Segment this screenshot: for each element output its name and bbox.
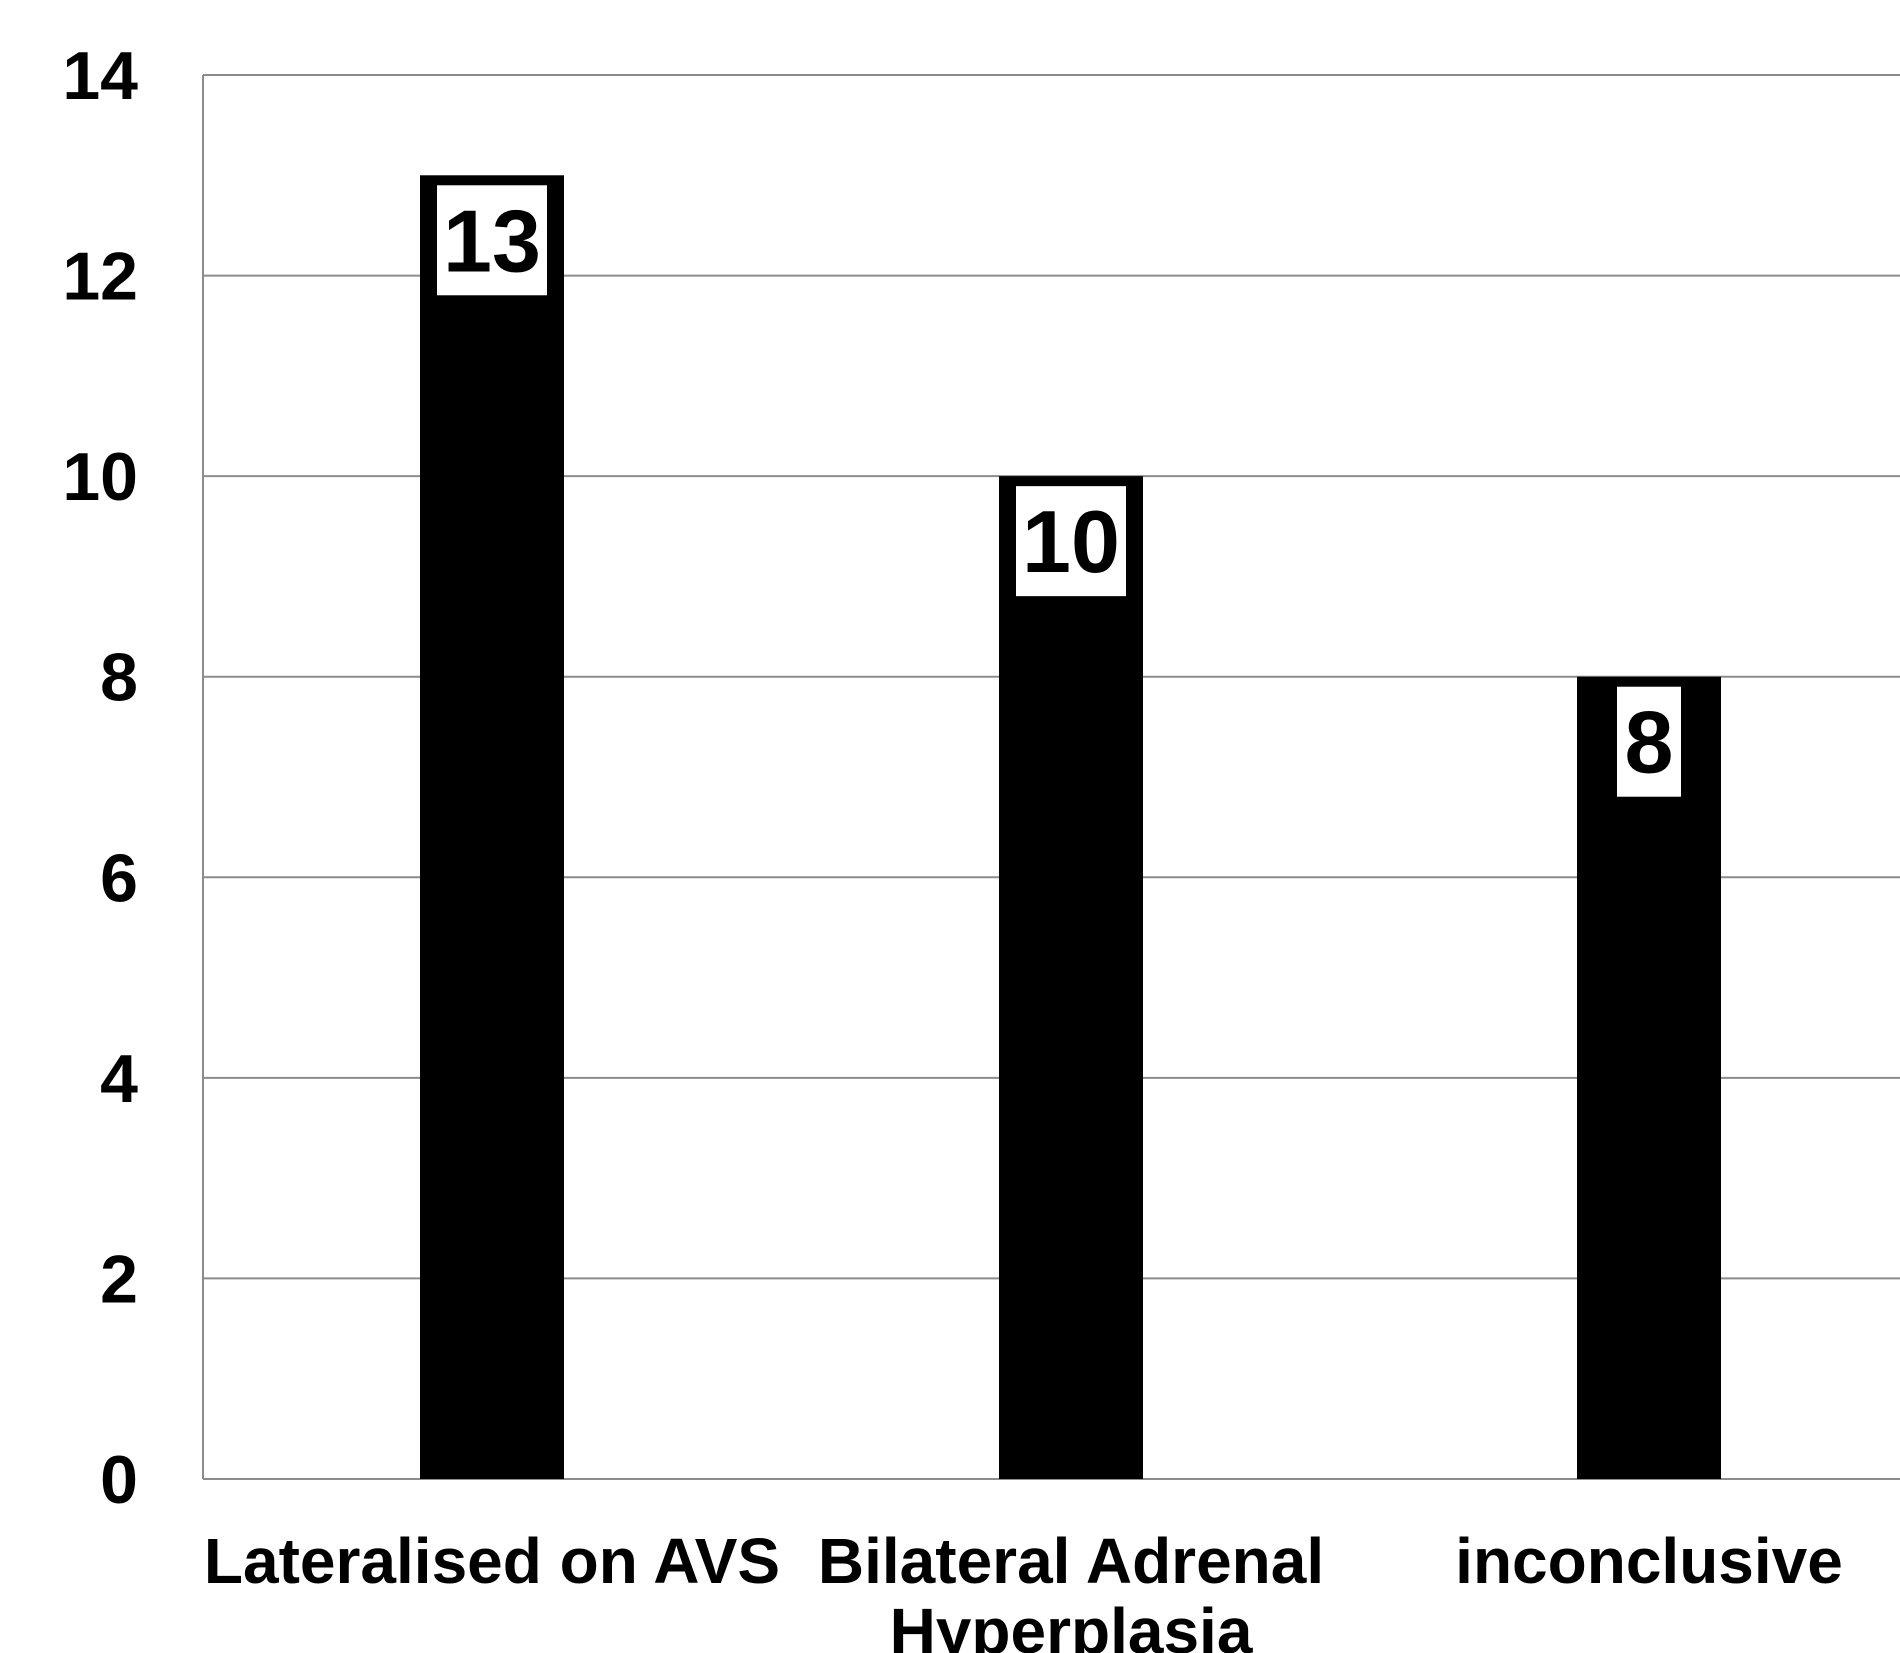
bar <box>999 476 1143 1480</box>
data-label-box <box>1617 686 1681 797</box>
data-labels-group: 13 10 8 <box>437 185 1681 797</box>
y-tick-label: 2 <box>100 1241 138 1317</box>
y-tick-label: 8 <box>100 640 138 716</box>
y-axis-tick-labels: 0 2 4 6 8 10 12 14 <box>62 38 138 1518</box>
y-tick-label: 4 <box>100 1041 138 1117</box>
bar <box>1577 676 1721 1479</box>
bar <box>420 175 564 1479</box>
y-tick-label: 6 <box>100 840 138 916</box>
data-label-box <box>1016 486 1126 597</box>
category-label: Hyperplasia <box>890 1595 1253 1653</box>
y-tick-label: 10 <box>62 439 138 515</box>
data-label: 8 <box>1625 693 1674 792</box>
data-label: 13 <box>443 191 541 290</box>
bars-group <box>420 175 1721 1480</box>
category-label: inconclusive <box>1455 1525 1843 1597</box>
y-tick-label: 14 <box>62 38 138 114</box>
category-labels-group: Lateralised on AVS Bilateral AdrenalHyper… <box>204 1525 1843 1653</box>
data-label-box <box>437 185 547 296</box>
category-label: Lateralised on AVS <box>204 1525 780 1597</box>
y-tick-label: 12 <box>62 239 138 315</box>
y-tick-label: 0 <box>100 1442 138 1518</box>
data-label: 10 <box>1022 492 1120 591</box>
category-label: Bilateral Adrenal <box>818 1525 1324 1597</box>
